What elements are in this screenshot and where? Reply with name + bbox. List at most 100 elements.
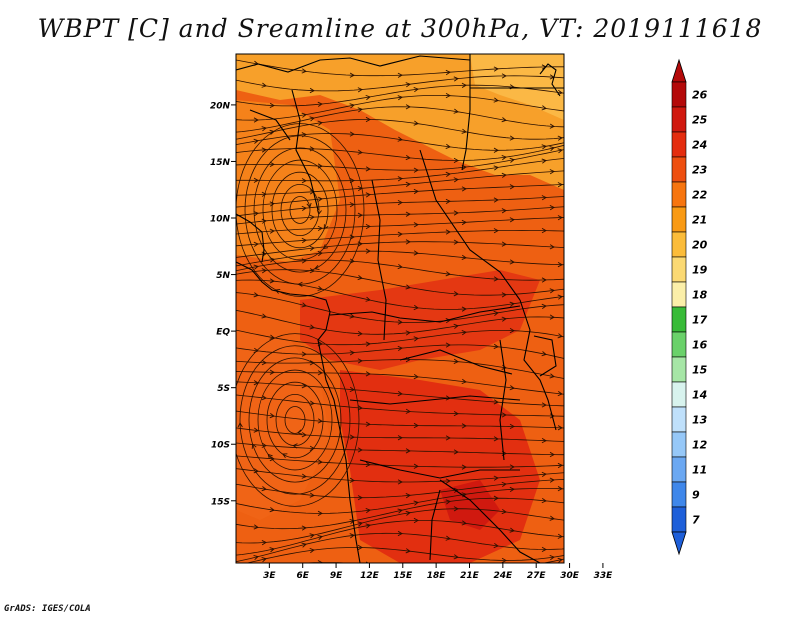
border-line xyxy=(249,109,291,141)
streamline-arrow xyxy=(349,313,355,319)
streamline-arrow xyxy=(365,296,371,302)
border-line xyxy=(291,89,319,211)
lat-tick-label: EQ xyxy=(216,328,230,338)
colorbar-label: 12 xyxy=(692,439,708,452)
colorbar-label: 20 xyxy=(692,239,708,252)
streamline-arrow xyxy=(349,103,355,109)
colorbar-label: 19 xyxy=(692,264,708,277)
streamline-arrow xyxy=(365,371,371,377)
streamline-arrow xyxy=(269,369,275,375)
streamline-arrow xyxy=(365,461,371,468)
colorbar-swatch xyxy=(671,231,687,258)
colorbar-swatch xyxy=(671,131,687,158)
streamline xyxy=(236,497,564,530)
streamline-arrow xyxy=(301,525,307,531)
streamline-arrow xyxy=(397,176,403,182)
streamline-arrow xyxy=(509,217,515,223)
lon-tick-label: 15E xyxy=(393,571,413,581)
streamline-arrow xyxy=(253,241,259,247)
streamline-arrow xyxy=(413,87,419,93)
colorbar-swatch xyxy=(671,281,687,308)
streamline-arrow xyxy=(541,158,547,164)
streamline-gyre xyxy=(253,147,347,273)
streamline xyxy=(236,149,564,171)
streamline-arrow xyxy=(261,540,267,546)
grads-credit: GrADS: IGES/COLA xyxy=(4,604,91,614)
lon-tick-label: 21E xyxy=(460,571,480,581)
streamline-arrow xyxy=(301,68,307,74)
streamline-arrow xyxy=(261,395,267,401)
streamline-arrow xyxy=(269,413,275,419)
streamline-arrow xyxy=(549,169,555,175)
streamline-arrow xyxy=(253,138,259,144)
streamline-arrow xyxy=(541,303,547,309)
colorbar-swatch xyxy=(671,156,687,183)
streamline-arrow xyxy=(253,427,259,433)
streamline xyxy=(236,259,564,281)
streamline xyxy=(236,329,564,346)
streamline-arrow xyxy=(397,530,403,537)
colorbar-swatch xyxy=(671,481,687,508)
streamline xyxy=(236,269,564,296)
streamline-arrow xyxy=(306,202,312,209)
streamline xyxy=(236,157,564,182)
streamline-arrow xyxy=(365,192,371,198)
colorbar-label: 7 xyxy=(692,514,700,527)
streamline-arrow xyxy=(461,128,467,134)
lat-tick-label: 20N xyxy=(210,101,231,111)
streamline-arrow xyxy=(365,223,371,230)
colorbar-label: 21 xyxy=(692,214,707,227)
streamline-arrow xyxy=(501,292,507,298)
streamline-arrow xyxy=(509,423,515,430)
colorbar-label: 18 xyxy=(692,289,708,302)
streamline-arrow xyxy=(541,546,547,553)
streamline xyxy=(236,206,564,225)
streamline-arrow xyxy=(301,473,307,479)
streamline-arrow xyxy=(317,250,323,257)
streamline-arrow xyxy=(253,264,259,270)
streamline-arrow xyxy=(414,566,418,570)
streamline-arrow xyxy=(413,336,419,342)
streamline-arrow xyxy=(365,341,371,347)
streamline-arrow xyxy=(405,181,411,187)
streamline-arrow xyxy=(461,306,467,312)
streamline-arrow xyxy=(261,442,267,448)
streamline-arrow xyxy=(261,191,267,197)
streamline-arrow xyxy=(501,154,507,161)
streamline-arrow xyxy=(314,265,320,270)
streamline-arrow xyxy=(349,202,355,208)
streamline-arrow xyxy=(501,117,507,123)
streamline-arrow xyxy=(445,318,451,324)
streamline xyxy=(236,359,564,379)
streamline-arrow xyxy=(509,157,515,163)
lon-tick-label: 9E xyxy=(330,571,343,581)
streamline-arrow xyxy=(453,358,459,364)
streamline-arrow xyxy=(453,210,459,216)
streamline-arrow xyxy=(501,208,507,214)
streamline-arrow xyxy=(509,301,515,307)
coastlines xyxy=(236,54,564,563)
streamline-arrow xyxy=(349,533,355,539)
streamline-arrow xyxy=(309,189,315,195)
streamline-arrow xyxy=(309,245,315,251)
streamline-arrow xyxy=(493,276,499,282)
streamline-arrow xyxy=(269,456,275,462)
streamline-arrow xyxy=(453,177,459,183)
streamline-arrow xyxy=(549,554,555,561)
colorbar-label: 13 xyxy=(692,414,708,427)
map-frame xyxy=(235,53,565,564)
streamline xyxy=(236,381,564,407)
border-line xyxy=(349,395,521,405)
border-line xyxy=(461,54,471,171)
streamline-arrow xyxy=(317,534,323,540)
streamline xyxy=(236,427,564,442)
streamline xyxy=(236,229,564,247)
streamline-arrow xyxy=(541,144,547,150)
colorbar-swatch xyxy=(671,206,687,233)
streamline xyxy=(236,455,564,468)
streamline-arrow xyxy=(301,432,307,438)
streamline-arrow xyxy=(509,135,515,141)
streamline-arrow xyxy=(397,72,403,78)
streamline-arrow xyxy=(413,250,419,256)
streamline xyxy=(236,217,564,235)
